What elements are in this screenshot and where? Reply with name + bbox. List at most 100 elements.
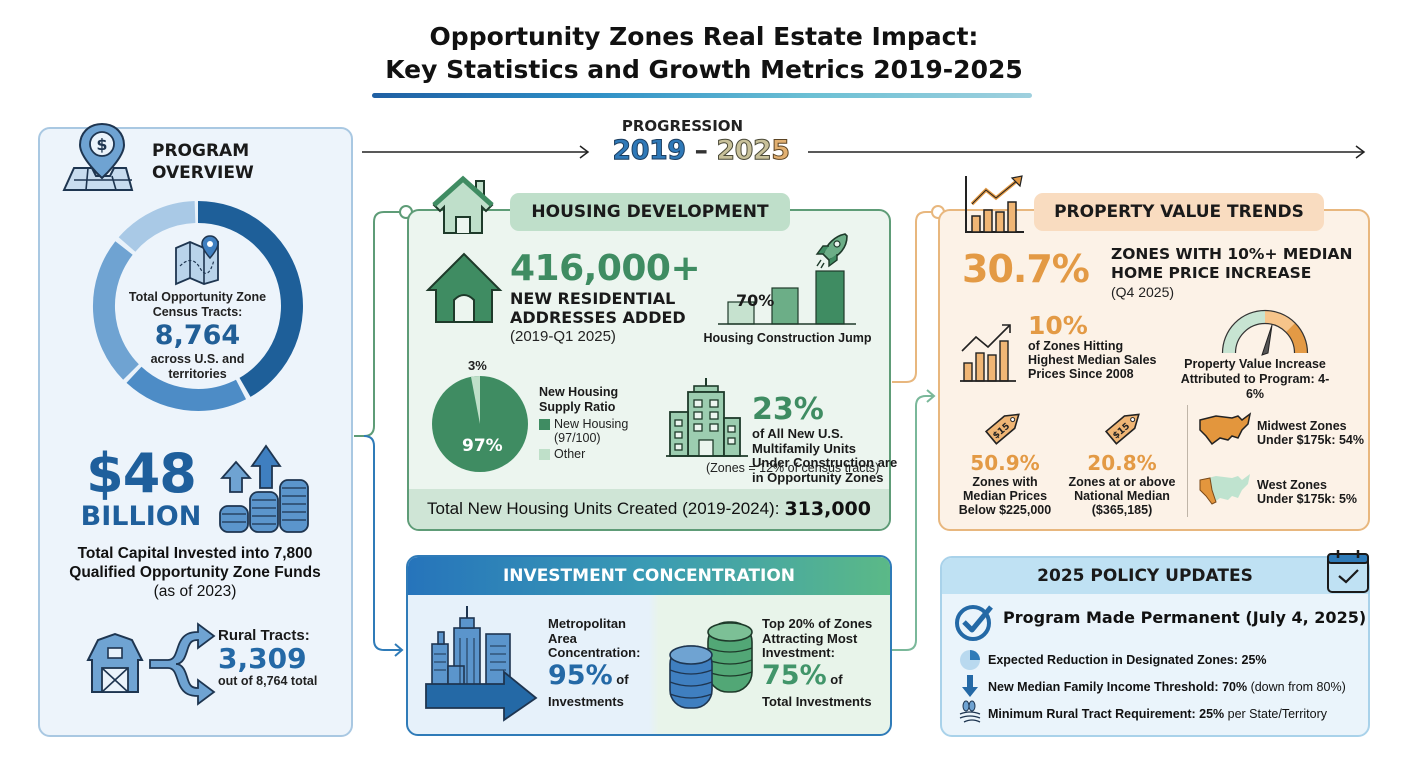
down-arrow-icon — [962, 675, 978, 697]
progression-end-b: 5 — [771, 135, 791, 167]
apartment-building-icon — [666, 378, 748, 457]
tracts-value: 8,764 — [154, 320, 241, 351]
above-value: 20.8% — [1087, 451, 1157, 475]
supply-ratio-legend: New Housing Supply Ratio New Housing (97/… — [539, 385, 628, 461]
tracts-label-line1: Total Opportunity Zone — [128, 290, 267, 304]
capital-stat: $48 BILLION — [76, 445, 206, 531]
calendar-check-icon — [1327, 550, 1369, 593]
program-overview-title-line1: PROGRAM — [152, 141, 250, 161]
zones10-line1: ZONES WITH 10%+ MEDIAN — [1111, 245, 1353, 263]
metro-suffix: Investments — [548, 693, 624, 709]
highest-line1: of Zones Hitting — [1028, 339, 1124, 353]
multifamily-stat: 23% of All New U.S. Multifamily Units Un… — [752, 394, 897, 485]
tracts-sub-line2: territories — [168, 367, 227, 381]
legend-new-line1: New Housing — [554, 417, 629, 431]
multifamily-value: 23% — [752, 392, 824, 427]
legend-item-other: Other — [539, 447, 628, 461]
title-line-1: Opportunity Zones Real Estate Impact: — [429, 22, 979, 51]
map-pin-dollar-icon: $ — [62, 122, 134, 191]
capital-value: $48 — [86, 442, 197, 505]
west-line2: Under $175k: 5% — [1257, 492, 1358, 506]
gauge-label: Property Value Increase Attributed to Pr… — [1175, 357, 1335, 402]
top-value: 75% — [762, 659, 827, 691]
above-line3: ($365,185) — [1091, 503, 1153, 517]
progression-years: 2019 – 2025 — [596, 135, 806, 167]
zones-10pct-value: 30.7% — [962, 247, 1090, 291]
top-line3: Investment: — [762, 645, 835, 660]
progression-end-a: 202 — [716, 135, 772, 167]
zones-10pct-text: ZONES WITH 10%+ MEDIAN HOME PRICE INCREA… — [1111, 245, 1352, 301]
city-skyline-arrow-icon — [425, 606, 538, 722]
supply-title-line1: New Housing — [539, 385, 619, 399]
rural-tracts-stat: Rural Tracts: 3,309 out of 8,764 total — [218, 627, 317, 688]
construction-jump-bar-chart — [718, 270, 856, 325]
tracts-donut-center: Total Opportunity Zone Census Tracts: 8,… — [110, 290, 285, 382]
property-divider — [1187, 405, 1188, 517]
policy-item-3: Minimum Rural Tract Requirement: 25% per… — [988, 707, 1327, 721]
top-line1: Top 20% of Zones — [762, 616, 873, 631]
investment-concentration-title: INVESTMENT CONCENTRATION — [408, 557, 890, 595]
legend-other-text: Other — [554, 447, 586, 461]
policy-updates-panel: 2025 POLICY UPDATES — [940, 556, 1370, 737]
west-stat: West Zones Under $175k: 5% — [1257, 478, 1357, 506]
progression-start: 2019 — [612, 135, 687, 167]
construction-jump-label: Housing Construction Jump — [703, 331, 872, 345]
policy-item-2: New Median Family Income Threshold: 70% … — [988, 680, 1346, 694]
price-tag-icon-2: $15 — [1104, 413, 1140, 445]
construction-jump-value: 70% — [736, 291, 775, 310]
price-tag-icon: $15 — [984, 413, 1020, 445]
metro-line3: Concentration: — [548, 645, 641, 660]
house-outline-icon — [432, 175, 494, 234]
zones10-period: (Q4 2025) — [1111, 284, 1175, 300]
highest-line2: Highest Median Sales — [1028, 353, 1157, 367]
policy-updates-title: 2025 POLICY UPDATES — [942, 558, 1368, 594]
multifamily-line1: of All New U.S. — [752, 426, 844, 441]
tracts-sub-line1: across U.S. and — [150, 352, 245, 366]
zones10-line2: HOME PRICE INCREASE — [1111, 264, 1312, 282]
split-arrow-icon — [149, 622, 216, 706]
gauge-icon — [1221, 309, 1309, 356]
tracts-label-line2: Census Tracts: — [152, 305, 243, 319]
above-line2: National Median — [1074, 489, 1170, 503]
legend-swatch-other — [539, 449, 550, 460]
residential-addresses-stat: 416,000+ NEW RESIDENTIAL ADDRESSES ADDED… — [510, 248, 701, 347]
policy-item-3-bold: Minimum Rural Tract Requirement: 25% — [988, 707, 1225, 721]
svg-text:$: $ — [96, 135, 107, 154]
coin-stacks-icon — [669, 621, 753, 709]
top-zones-stat: Top 20% of Zones Attracting Most Investm… — [762, 616, 873, 709]
title-line-2: Key Statistics and Growth Metrics 2019-2… — [385, 55, 1023, 84]
below-line2: Median Prices — [962, 489, 1048, 503]
program-overview-title-line2: OVERVIEW — [152, 163, 254, 183]
page-title: Opportunity Zones Real Estate Impact: Ke… — [0, 20, 1408, 86]
rural-sub: out of 8,764 total — [218, 674, 318, 688]
capital-desc-line3: (as of 2023) — [153, 583, 237, 600]
us-map-midwest-icon — [1199, 412, 1252, 446]
addresses-value: 416,000+ — [510, 248, 701, 289]
rural-value: 3,309 — [218, 642, 307, 675]
multifamily-line3: Under Construction are — [752, 455, 898, 470]
housing-development-panel: Total New Housing Units Created (2019-20… — [407, 209, 891, 531]
policy-item-2-bold: New Median Family Income Threshold: 70% — [988, 680, 1248, 694]
multifamily-note: (Zones = 12% of census tracts) — [706, 461, 880, 475]
gauge-line1: Property Value Increase — [1184, 357, 1326, 371]
below-value: 50.9% — [970, 451, 1040, 475]
west-line1: West Zones — [1257, 478, 1327, 492]
highest-prices-stat: 10% of Zones Hitting Highest Median Sale… — [1028, 312, 1157, 381]
midwest-line2: Under $175k: 54% — [1257, 433, 1365, 447]
housing-footer: Total New Housing Units Created (2019-20… — [409, 489, 889, 529]
rocket-icon — [815, 233, 848, 269]
addresses-label-line2: ADDRESSES ADDED — [510, 308, 686, 327]
midwest-stat: Midwest Zones Under $175k: 54% — [1257, 419, 1364, 447]
folded-map-icon — [175, 235, 219, 286]
metro-of: of — [612, 671, 629, 687]
highest-line3: Prices Since 2008 — [1028, 367, 1134, 381]
program-overview-title: PROGRAM OVERVIEW — [152, 140, 254, 184]
addresses-label-line1: NEW RESIDENTIAL — [510, 289, 676, 308]
above-line1: Zones at or above — [1068, 475, 1176, 489]
capital-unit: BILLION — [80, 501, 202, 532]
capital-desc-line2: Qualified Opportunity Zone Funds — [69, 564, 321, 581]
metro-line2: Area — [548, 630, 577, 646]
capital-desc-line1: Total Capital Invested into 7,800 — [77, 545, 313, 562]
housing-development-title: HOUSING DEVELOPMENT — [510, 193, 790, 231]
supply-ratio-pie-chart — [432, 376, 528, 472]
